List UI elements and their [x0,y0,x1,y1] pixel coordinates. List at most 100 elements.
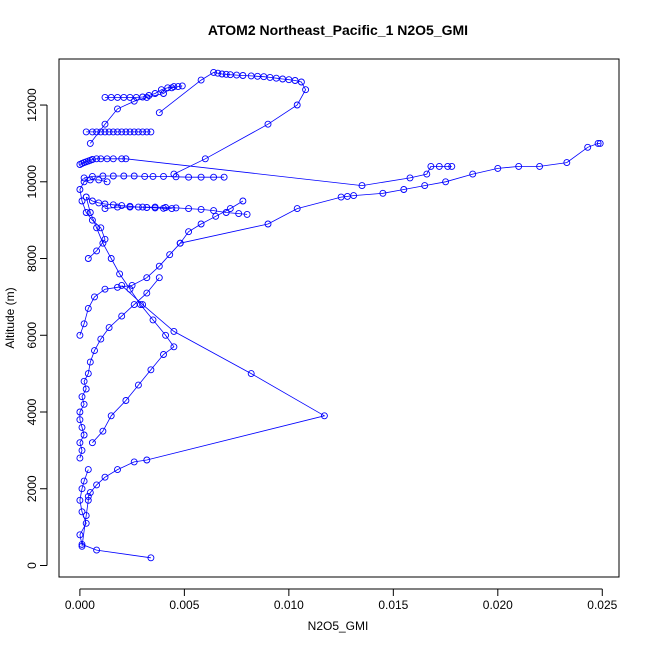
data-point [149,316,157,324]
data-point [88,156,96,163]
series-14 [82,193,176,213]
data-point [93,546,101,554]
data-point [76,331,84,339]
series-line [79,179,108,259]
series-3 [76,274,163,462]
series-8 [80,172,228,182]
data-point [143,93,151,101]
data-point [86,358,94,366]
series-line [104,206,248,215]
data-point [76,439,84,447]
data-point [151,204,159,212]
data-point [82,519,90,527]
data-point [155,109,163,117]
data-point [222,70,230,78]
y-axis-label: Altitude (m) [3,287,17,348]
data-point [97,224,105,232]
data-point [84,255,92,262]
data-point [243,210,251,218]
data-point [82,209,90,216]
series-7 [176,139,604,247]
data-point [114,283,121,291]
data-point [264,220,272,228]
series-9 [76,155,456,190]
series-15 [76,176,111,262]
data-point [80,477,88,485]
x-axis-label: N2O5_GMI [308,619,369,633]
x-tick-label: 0.020 [483,598,513,612]
data-point [134,381,142,389]
data-point [444,162,452,170]
data-point [320,412,328,420]
data-point [210,173,218,181]
x-tick-label: 0.005 [169,598,199,612]
data-point [82,385,90,393]
data-point [291,77,299,84]
data-point [82,512,90,520]
data-point [101,120,109,128]
data-point [122,397,130,404]
data-point [118,155,126,163]
data-point [185,173,193,181]
data-point [143,274,151,282]
data-point [109,128,117,136]
data-point [80,174,88,182]
data-point [84,370,92,378]
data-point [406,174,414,182]
data-point [99,172,107,180]
x-tick-label: 0.025 [587,598,617,612]
data-point [423,170,431,178]
data-point [88,216,96,224]
data-point [84,496,92,504]
data-point [84,304,92,312]
data-point [166,251,174,259]
y-tick-label: 2000 [25,475,39,502]
x-tick-label: 0.000 [65,598,95,612]
data-point [162,331,170,339]
data-point [239,197,247,205]
data-point [170,343,178,351]
data-point [88,128,96,136]
data-point [218,70,226,78]
data-point [155,274,163,282]
data-point [170,327,178,335]
x-tick-label: 0.015 [378,598,408,612]
data-point [134,128,142,136]
data-point [185,228,193,236]
data-point [80,178,88,186]
data-point [536,162,544,170]
data-point [114,105,121,113]
series-12 [101,83,178,101]
data-point [143,204,151,211]
data-point [105,128,113,136]
data-point [130,172,138,180]
data-point [88,197,96,205]
data-point [172,204,180,212]
series-2 [78,281,328,550]
data-point [84,492,92,500]
data-point [168,205,176,213]
data-point [76,408,84,416]
data-point [114,466,121,474]
data-point [101,200,109,208]
data-point [293,205,301,213]
data-point [421,182,429,190]
data-point [220,173,228,181]
data-point [247,370,255,378]
data-point [149,172,157,180]
data-point [563,159,571,167]
data-point [88,439,96,447]
data-point [448,162,456,170]
data-point [78,540,86,548]
data-point [596,139,604,147]
data-point [139,128,147,136]
data-point [176,239,184,247]
data-point [118,128,126,136]
data-point [122,128,130,136]
data-point [95,199,103,207]
data-point [93,224,101,232]
data-point [143,456,151,464]
data-point [139,93,147,101]
data-point [82,193,90,201]
series-10 [82,128,155,136]
